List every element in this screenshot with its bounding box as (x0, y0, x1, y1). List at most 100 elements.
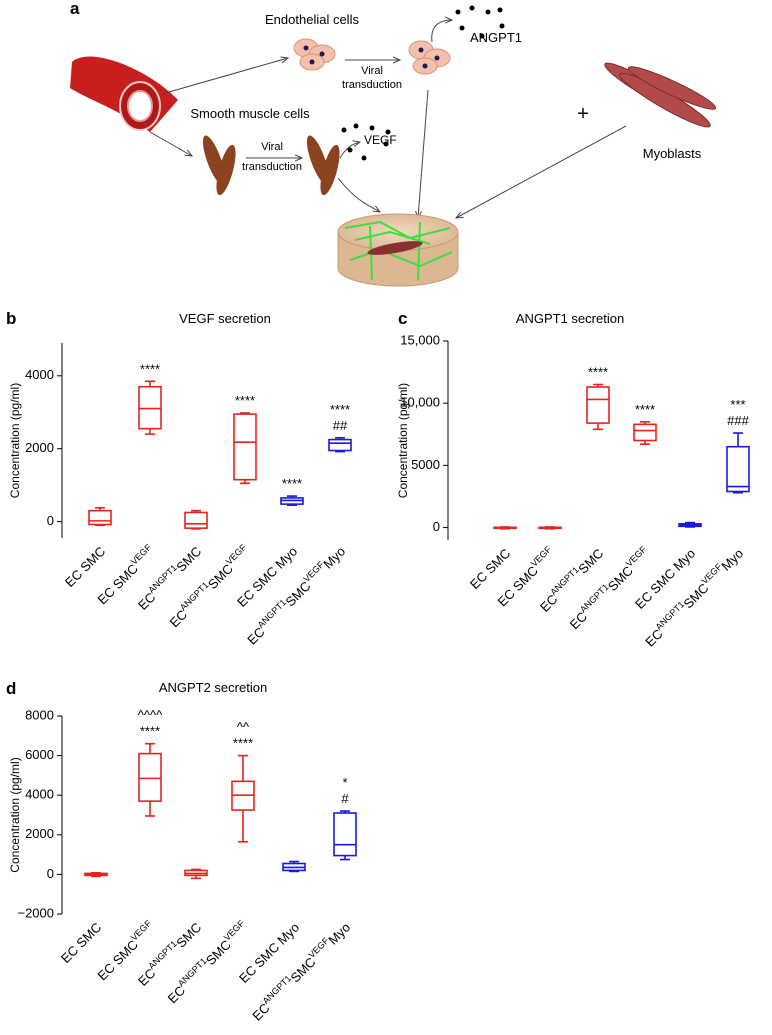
significance: **** (233, 736, 253, 751)
y-tick-label: 2000 (25, 440, 54, 455)
chart: b VEGF secretion Concentration (pg/ml) 0 200… (6, 309, 352, 648)
arrow (149, 131, 192, 156)
label: Smooth muscle cells (190, 106, 310, 121)
superscript: ANGPT1 (178, 580, 211, 613)
vessel-lumen (127, 90, 153, 122)
label: VEGF (364, 133, 397, 147)
significance: **** (235, 393, 255, 408)
significance: ### (727, 413, 749, 428)
significance: **** (140, 724, 160, 739)
label: Myoblasts (643, 146, 702, 161)
protein-dots (341, 123, 391, 161)
arrow (431, 20, 452, 43)
panel-label: c (398, 309, 407, 328)
label-part: EC SMC (95, 561, 141, 607)
smooth-muscle-cells (202, 135, 340, 196)
significance: *** (730, 397, 745, 412)
label-part: SMC (576, 546, 607, 577)
significance: **** (140, 361, 160, 376)
y-axis-label: Concentration (pg/ml) (8, 757, 22, 872)
superscript: ANGPT1 (147, 939, 180, 972)
arrow (456, 125, 627, 218)
x-tick-label: EC SMC (58, 920, 104, 966)
chart-title: VEGF secretion (179, 311, 271, 326)
y-tick-label: 4000 (25, 367, 54, 382)
superscript: VEGF (129, 918, 154, 943)
panel-label: b (6, 309, 16, 328)
label: transduction (242, 161, 302, 173)
y-tick-label: 10,000 (400, 395, 440, 410)
box (586, 386, 610, 424)
y-tick-label: 4000 (25, 787, 54, 802)
protein-dots (455, 5, 505, 39)
chart-title: ANGPT2 secretion (159, 680, 267, 695)
superscript: VEGF (129, 542, 154, 567)
diagram: a Endothelial cells Viral transduction A… (70, 0, 717, 287)
label: Viral (361, 65, 383, 77)
superscript: ANGPT1 (654, 600, 687, 633)
label-part: EC SMC (495, 563, 541, 609)
label: + (577, 103, 589, 125)
y-tick-label: 6000 (25, 747, 54, 762)
label-part: SMC (174, 920, 205, 951)
y-tick-label: 0 (47, 513, 54, 528)
superscript: ANGPT1 (261, 974, 294, 1007)
chart: d ANGPT2 secretion Concentration (pg/ml) −2… (6, 679, 357, 1024)
vessels-network (344, 220, 453, 281)
arrow (337, 177, 380, 212)
x-tick-label: EC SMC (467, 546, 513, 592)
superscript: ANGPT1 (176, 956, 209, 989)
charts: b VEGF secretion Concentration (pg/ml) 0 200… (6, 309, 750, 1024)
myoblasts (604, 62, 717, 128)
box (726, 445, 750, 493)
label-part: EC SMC (58, 920, 104, 966)
arrow (339, 142, 360, 159)
label-part: EC SMC (467, 546, 513, 592)
y-tick-label: 15,000 (400, 332, 440, 347)
significance: ^^^^ (138, 708, 163, 723)
significance: **** (635, 402, 655, 417)
label-part: EC SMC (95, 937, 141, 983)
superscript: VEGF (222, 918, 247, 943)
significance: # (341, 791, 349, 806)
arrow (161, 58, 288, 95)
x-tick-label: ECANGPT1SMCVEGF (165, 542, 253, 630)
box (138, 385, 162, 430)
arrow (418, 89, 429, 218)
y-tick-label: −2000 (17, 905, 54, 920)
x-tick-label: EC SMC (62, 544, 108, 590)
label-part: SMC (174, 544, 205, 575)
nuclei (303, 45, 440, 69)
y-tick-label: 5000 (411, 457, 440, 472)
x-tick-label: ECANGPT1SMCVEGF (565, 544, 653, 632)
superscript: VEGF (624, 544, 649, 569)
significance: **** (330, 402, 350, 417)
significance: ^^ (237, 720, 250, 735)
superscript: VEGF (529, 544, 554, 569)
panel-label: d (6, 679, 16, 698)
box (138, 752, 162, 802)
y-tick-label: 0 (433, 519, 440, 534)
label: ANGPT1 (470, 30, 522, 45)
significance: * (342, 775, 347, 790)
significance: **** (282, 476, 302, 491)
y-tick-label: 2000 (25, 826, 54, 841)
box (233, 413, 257, 481)
x-tick-label: ECANGPT1SMCVEGF (163, 918, 251, 1006)
y-tick-label: 0 (47, 866, 54, 881)
box (333, 812, 357, 857)
myotube (367, 241, 423, 255)
chart-title: ANGPT1 secretion (516, 311, 624, 326)
y-axis-label: Concentration (pg/ml) (396, 383, 410, 498)
significance: ## (333, 418, 348, 433)
superscript: ANGPT1 (256, 598, 289, 631)
box (184, 511, 208, 529)
superscript: VEGF (224, 542, 249, 567)
y-axis-label: Concentration (pg/ml) (8, 383, 22, 498)
box (633, 423, 657, 442)
chart: c ANGPT1 secretion Concentration (pg/ml) 0 5… (396, 309, 750, 650)
superscript: ANGPT1 (549, 565, 582, 598)
label: Viral (261, 141, 283, 153)
superscript: ANGPT1 (147, 563, 180, 596)
